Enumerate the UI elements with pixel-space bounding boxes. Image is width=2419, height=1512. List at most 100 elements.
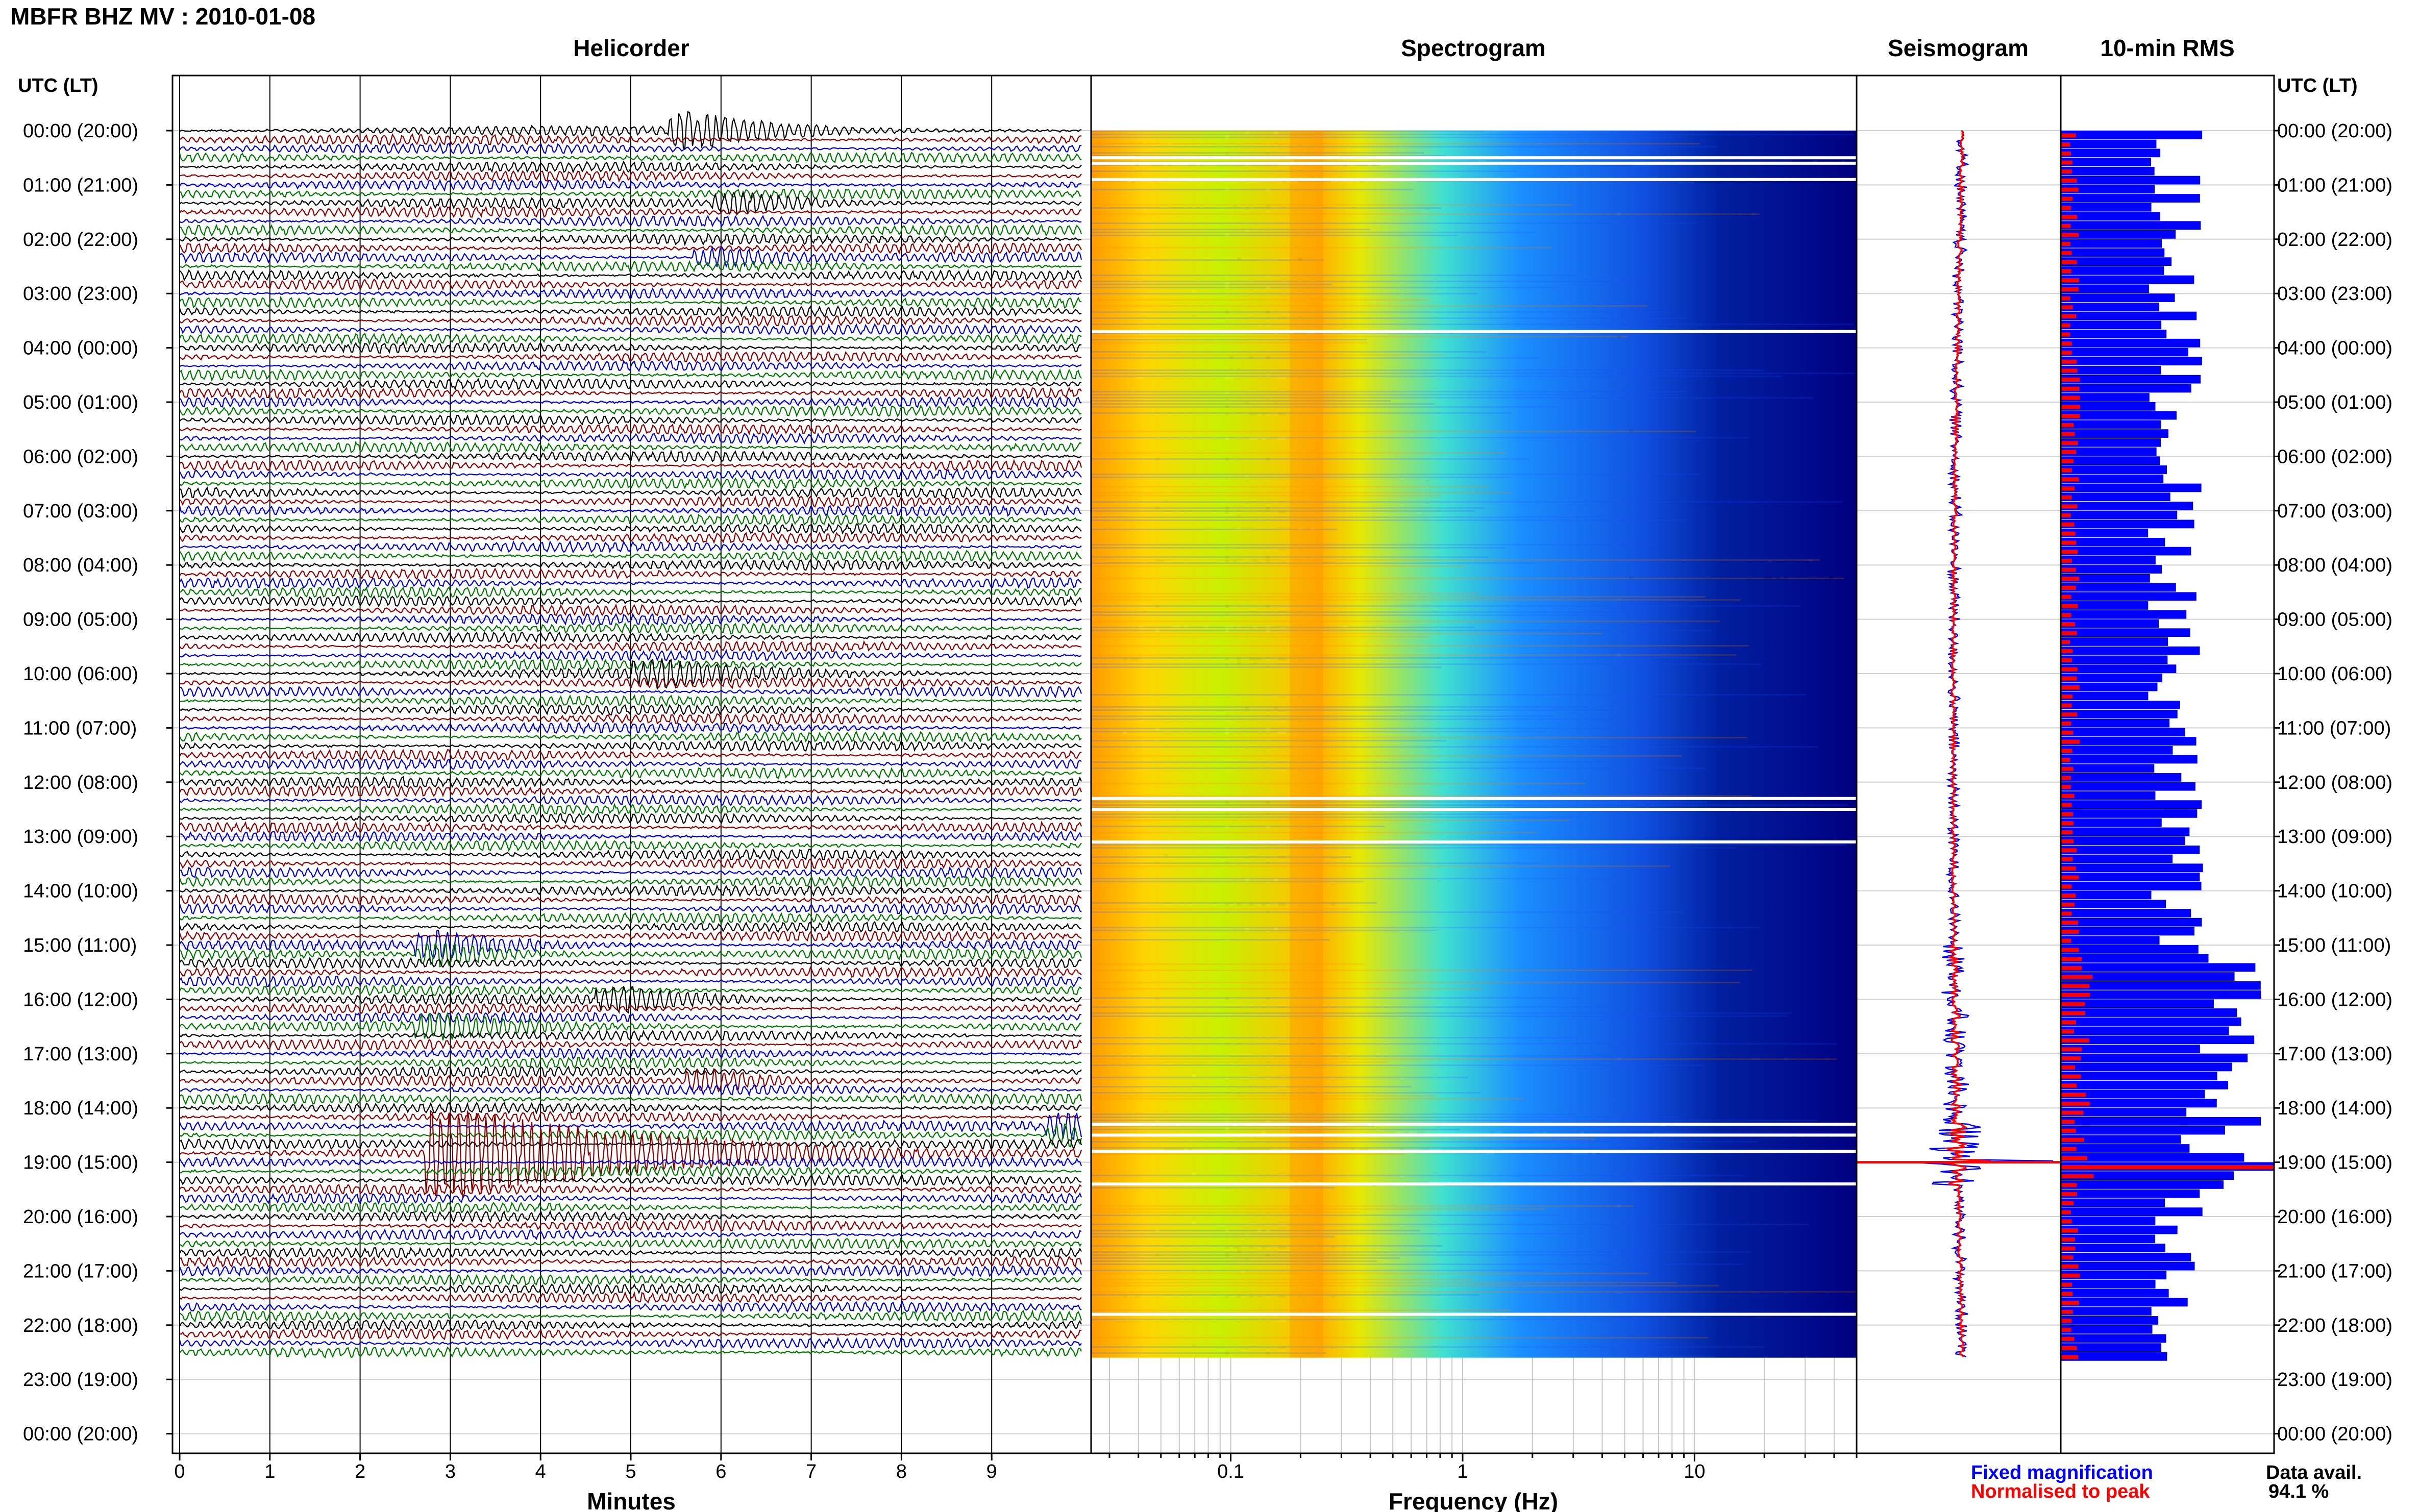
rms-fixed-bar <box>2061 728 2186 737</box>
spectrogram-texture <box>1091 562 1536 564</box>
spectrogram-texture <box>1091 709 1626 711</box>
helicorder-trace <box>179 893 1082 907</box>
spectrogram-texture <box>1091 1251 1751 1253</box>
rms-normalised-bar <box>2061 251 2072 255</box>
rms-normalised-bar <box>2061 359 2077 364</box>
spectrogram-texture <box>1091 1147 1632 1149</box>
helicorder-trace <box>180 866 1082 879</box>
rms-fixed-bar <box>2061 963 2256 972</box>
left-hour-label: 15:00 (11:00) <box>23 935 137 956</box>
rms-normalised-bar <box>2061 794 2075 798</box>
helicorder-trace <box>179 441 1082 454</box>
frequency-tick-label: 1 <box>1457 1461 1468 1482</box>
spectrogram-texture <box>1091 813 1512 815</box>
helicorder-trace <box>179 233 1082 246</box>
spectrogram-texture <box>1091 1092 1481 1094</box>
rms-fixed-bar <box>2061 646 2200 655</box>
rms-normalised-bar <box>2061 1002 2085 1006</box>
spectrogram-texture <box>1091 1095 1436 1097</box>
left-hour-label: 06:00 (02:00) <box>23 446 138 467</box>
helicorder-trace <box>179 1264 1082 1277</box>
rms-fixed-bar <box>2061 655 2168 664</box>
helicorder-trace <box>179 245 1082 268</box>
rms-fixed-bar <box>2061 1225 2178 1234</box>
spectrogram-texture <box>1091 1086 1411 1087</box>
minute-tick-label: 6 <box>715 1461 726 1482</box>
rms-fixed-bar <box>2061 1252 2191 1261</box>
rms-fixed-bar <box>2061 158 2151 166</box>
helicorder-trace <box>179 278 1082 291</box>
spectrogram-texture <box>1091 510 1475 512</box>
spectrogram-texture <box>1091 1117 1678 1118</box>
rms-fixed-bar <box>2061 881 2202 890</box>
rms-normalised-bar <box>2061 604 2078 608</box>
rms-normalised-bar <box>2061 486 2075 490</box>
rms-normalised-bar <box>2061 1164 2274 1169</box>
rms-fixed-bar <box>2061 709 2178 718</box>
left-hour-label: 14:00 (10:00) <box>23 881 138 902</box>
left-hour-label: 11:00 (07:00) <box>23 717 137 739</box>
spectrogram-texture <box>1091 369 1764 371</box>
left-hour-label: 20:00 (16:00) <box>23 1206 138 1228</box>
helicorder-trace <box>179 830 1082 844</box>
rms-fixed-bar <box>2061 1017 2241 1026</box>
spectrogram-texture <box>1091 235 1457 236</box>
rms-fixed-bar <box>2061 972 2235 981</box>
spectrogram-texture <box>1091 474 1701 475</box>
rms-fixed-bar <box>2061 845 2200 854</box>
rms-normalised-bar <box>2061 803 2072 807</box>
spectrogram-texture <box>1091 1120 1818 1121</box>
left-hour-label: 02:00 (22:00) <box>23 229 138 251</box>
rms-normalised-bar <box>2061 260 2077 264</box>
minute-tick-label: 3 <box>445 1461 456 1482</box>
spectrogram-texture <box>1091 333 1682 334</box>
rms-fixed-bar <box>2061 538 2165 547</box>
helicorder-trace <box>179 1002 1082 1014</box>
spectrogram-texture <box>1091 599 1741 601</box>
left-hour-label: 13:00 (09:00) <box>23 826 138 848</box>
helicorder-trace <box>179 305 1082 318</box>
spectrogram-texture <box>1091 657 1698 659</box>
helicorder-trace <box>179 1123 1082 1148</box>
rms-fixed-bar <box>2061 166 2155 176</box>
spectrogram-texture <box>1091 826 1385 827</box>
minute-tick-label: 7 <box>806 1461 817 1482</box>
helicorder-trace <box>179 685 1082 699</box>
left-hour-label: 00:00 (20:00) <box>23 120 138 142</box>
seismogram-title: Seismogram <box>1888 35 2029 61</box>
right-hour-label: 13:00 (09:00) <box>2277 826 2392 848</box>
spectrogram-texture <box>1091 299 1429 301</box>
spectrogram-texture <box>1091 731 1548 732</box>
helicorder-trace <box>179 821 1082 834</box>
rms-fixed-bar <box>2061 1207 2203 1216</box>
rms-fixed-bar <box>2061 1352 2167 1361</box>
helicorder-trace <box>179 622 1082 635</box>
rms-fixed-bar <box>2061 764 2155 773</box>
helicorder-trace <box>179 1319 1082 1332</box>
rms-normalised-bar <box>2061 450 2077 454</box>
spectrogram-texture <box>1091 1346 1765 1348</box>
rms-fixed-bar <box>2061 1307 2152 1316</box>
rms-fixed-bar <box>2061 1153 2244 1162</box>
rms-normalised-bar <box>2061 948 2079 952</box>
spectrogram-texture <box>1091 1064 1703 1066</box>
spectrogram-texture <box>1091 645 1749 647</box>
spectrogram-texture <box>1091 1061 1388 1063</box>
rms-normalised-bar <box>2061 558 2072 563</box>
helicorder-trace <box>179 540 1082 554</box>
left-hour-label: 07:00 (03:00) <box>23 501 138 522</box>
spectrogram-texture <box>1091 605 1801 607</box>
spectrogram-texture <box>1091 516 1602 518</box>
helicorder-trace <box>179 550 1082 563</box>
helicorder-trace <box>179 567 1081 580</box>
helicorder-trace <box>179 187 1082 200</box>
spectrogram-texture <box>1091 134 1855 135</box>
helicorder-trace <box>179 1228 1082 1241</box>
spectrogram-texture <box>1091 718 1655 720</box>
rms-fixed-bar <box>2061 456 2160 465</box>
rms-normalised-bar <box>2061 1319 2071 1323</box>
helicorder-trace <box>179 657 1082 671</box>
spectrogram-texture <box>1091 578 1844 579</box>
helicorder-trace <box>179 703 1082 716</box>
rms-fixed-bar <box>2061 1035 2255 1045</box>
